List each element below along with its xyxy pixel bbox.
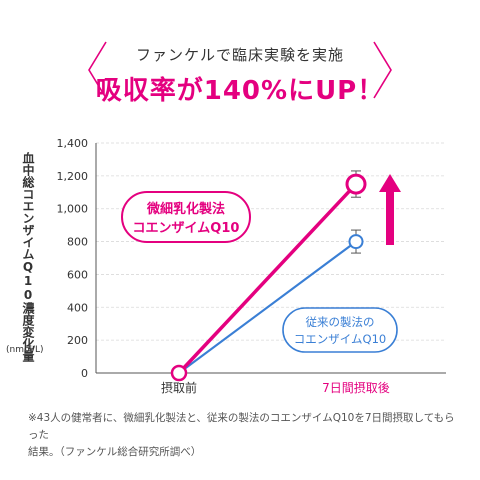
footnote-line-1: ※43人の健常者に、微細乳化製法と、従来の製法のコエンザイムQ10を7日間摂取し…	[28, 412, 455, 441]
line-chart: 0 200 400 600 800 1,000 1,200 1,400 摂取前 7日間摂取後 微細乳…	[57, 137, 446, 395]
data-point	[348, 234, 364, 250]
chart-title: 吸収率が140%にUP！	[0, 70, 480, 107]
data-point	[170, 364, 188, 382]
x-tick-label: 摂取前	[161, 380, 197, 395]
series-line	[177, 182, 358, 375]
y-tick-label: 600	[67, 268, 88, 281]
y-tick-label: 800	[67, 236, 88, 249]
y-tick-label: 1,000	[57, 203, 89, 216]
series-line	[178, 240, 357, 374]
legend-bubble-blue	[282, 307, 398, 353]
legend-label-pink-line2: コエンザイムQ10	[133, 221, 240, 236]
legend-label-pink-line1: 微細乳化製法	[146, 201, 225, 217]
y-tick-label: 1,200	[57, 170, 89, 183]
y-tick-label: 200	[67, 334, 88, 347]
data-point	[345, 173, 367, 195]
up-arrow-shaft	[386, 189, 394, 245]
footnote-line-2: 結果。（ファンケル総合研究所調べ）	[28, 446, 202, 458]
up-arrow-head	[379, 174, 401, 192]
right-bracket-decoration	[373, 41, 392, 99]
y-axis-label: 血中総コエンザイムQ10濃度変化量	[21, 152, 35, 362]
footnote: ※43人の健常者に、微細乳化製法と、従来の製法のコエンザイムQ10を7日間摂取し…	[28, 410, 458, 461]
x-tick-label: 7日間摂取後	[322, 380, 390, 395]
legend-bubble-pink	[121, 191, 251, 243]
title-text: 吸収率が140%にUP！	[95, 76, 385, 106]
y-axis-unit: (nmol/L)	[6, 345, 44, 355]
left-bracket-decoration	[88, 41, 107, 99]
legend-label-blue-line1: 従来の製法の	[306, 315, 375, 329]
y-tick-label: 400	[67, 301, 88, 314]
y-tick-label: 0	[81, 367, 88, 380]
y-tick-label: 1,400	[57, 137, 89, 150]
legend-label-blue-line2: コエンザイムQ10	[294, 332, 386, 346]
chart-subtitle: ファンケルで臨床実験を実施	[135, 46, 344, 64]
